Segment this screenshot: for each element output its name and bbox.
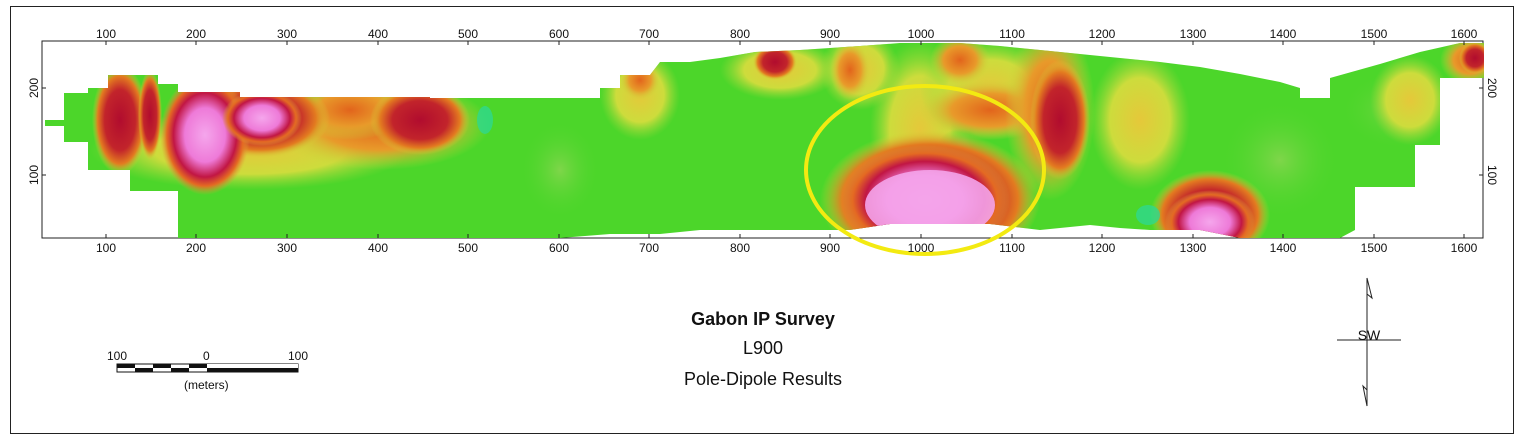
x-tick-top: 800 <box>730 27 750 41</box>
x-tick-top: 100 <box>96 27 116 41</box>
x-tick-bottom: 700 <box>639 241 659 255</box>
x-tick-top: 1400 <box>1270 27 1297 41</box>
scale-bar <box>116 363 299 373</box>
x-tick-top: 900 <box>820 27 840 41</box>
map-title: Gabon IP Survey <box>691 309 835 329</box>
x-tick-top: 700 <box>639 27 659 41</box>
x-tick-bottom: 1500 <box>1361 241 1388 255</box>
map-subtitle: Pole-Dipole Results <box>683 369 843 389</box>
anomaly-highlight-ellipse <box>804 84 1046 256</box>
north-arrow-label: SW <box>1358 327 1381 343</box>
x-tick-bottom: 1300 <box>1180 241 1207 255</box>
x-tick-bottom: 300 <box>277 241 297 255</box>
y-tick-right: 200 <box>1485 78 1499 98</box>
ip-pseudosection <box>45 43 1484 238</box>
x-tick-bottom: 600 <box>549 241 569 255</box>
y-tick-left: 200 <box>27 78 41 98</box>
x-tick-bottom: 1400 <box>1270 241 1297 255</box>
x-tick-top: 300 <box>277 27 297 41</box>
y-tick-left: 100 <box>27 165 41 185</box>
map-extent-box <box>41 40 1484 239</box>
y-axis-right: 200 100 <box>1485 78 1499 185</box>
x-tick-bottom: 500 <box>458 241 478 255</box>
x-tick-bottom: 400 <box>368 241 388 255</box>
axis-ticks <box>42 41 1483 238</box>
scale-units-label: (meters) <box>184 378 229 392</box>
x-tick-top: 1600 <box>1451 27 1478 41</box>
x-tick-top: 1500 <box>1361 27 1388 41</box>
x-tick-top: 1200 <box>1089 27 1116 41</box>
y-tick-right: 100 <box>1485 165 1499 185</box>
x-tick-bottom: 100 <box>96 241 116 255</box>
x-tick-top: 1100 <box>999 27 1025 41</box>
x-tick-bottom: 1200 <box>1089 241 1116 255</box>
y-axis-left: 200 100 <box>27 78 41 185</box>
x-tick-top: 600 <box>549 27 569 41</box>
x-tick-bottom: 1100 <box>999 241 1025 255</box>
map-frame <box>10 6 1514 434</box>
x-tick-bottom: 1000 <box>908 241 935 255</box>
x-tick-bottom: 1600 <box>1451 241 1478 255</box>
scale-left-label: 100 <box>107 349 128 363</box>
x-tick-top: 1000 <box>908 27 935 41</box>
north-arrow-icon <box>1337 277 1401 407</box>
x-tick-bottom: 800 <box>730 241 750 255</box>
x-tick-top: 500 <box>458 27 478 41</box>
scale-right-label: 100 <box>288 349 309 363</box>
x-tick-bottom: 200 <box>186 241 206 255</box>
x-axis-bottom: 100 200 300 400 500 600 700 800 900 1000… <box>96 241 1478 255</box>
scale-mid-label: 0 <box>203 349 210 363</box>
x-tick-bottom: 900 <box>820 241 840 255</box>
x-axis-top: 100 200 300 400 500 600 700 800 900 1000… <box>96 27 1478 41</box>
line-label: L900 <box>742 338 784 358</box>
x-tick-top: 400 <box>368 27 388 41</box>
x-tick-top: 200 <box>186 27 206 41</box>
x-tick-top: 1300 <box>1180 27 1207 41</box>
